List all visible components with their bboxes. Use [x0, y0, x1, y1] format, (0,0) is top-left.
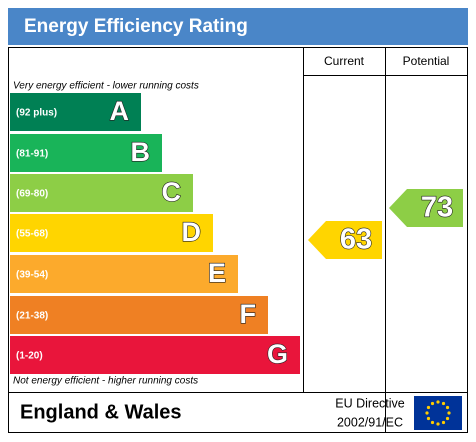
rating-score: 73	[421, 192, 453, 224]
rating-arrow	[308, 221, 382, 259]
band-range: (1-20)	[16, 351, 43, 362]
band-letter: E	[208, 258, 226, 288]
flag-star	[425, 411, 429, 415]
rating-arrow	[389, 189, 463, 227]
band-range: (81-91)	[16, 149, 48, 160]
flag-star	[441, 420, 446, 425]
region: England & Wales	[20, 401, 182, 423]
directive: EU Directive	[335, 396, 405, 410]
band-letter: A	[110, 96, 130, 126]
directive: 2002/91/EC	[337, 415, 403, 429]
band-range: (39-54)	[16, 270, 48, 281]
band-letter: D	[182, 217, 202, 247]
column-header: Potential	[403, 54, 450, 68]
flag-star	[430, 420, 435, 425]
band	[10, 174, 193, 212]
flag-star	[426, 416, 431, 421]
band-range: (69-80)	[16, 189, 48, 200]
band-range: (21-38)	[16, 311, 48, 322]
band	[10, 336, 300, 374]
band	[10, 255, 238, 293]
column-header: Current	[324, 54, 365, 68]
flag-star	[445, 416, 450, 421]
band-letter: B	[131, 137, 151, 167]
flag-star	[436, 400, 440, 404]
flag-star	[445, 405, 450, 410]
flag-star	[447, 411, 451, 415]
band	[10, 134, 162, 172]
eu-flag	[414, 396, 462, 430]
band-letter: G	[267, 339, 288, 369]
band	[10, 296, 268, 334]
flag-star	[426, 405, 431, 410]
flag-star	[430, 401, 435, 406]
band-letter: C	[162, 177, 182, 207]
bottom-note: Not energy efficient - higher running co…	[13, 376, 198, 387]
band-range: (92 plus)	[16, 108, 57, 119]
band-letter: F	[240, 299, 257, 329]
top-note: Very energy efficient - lower running co…	[13, 81, 199, 92]
flag-star	[436, 422, 440, 426]
frame	[8, 47, 468, 433]
band	[10, 93, 141, 131]
band-range: (55-68)	[16, 229, 48, 240]
band	[10, 214, 213, 252]
flag-star	[441, 401, 446, 406]
header-bar	[8, 8, 468, 45]
title: Energy Efficiency Rating	[24, 16, 248, 37]
rating-score: 63	[340, 224, 372, 256]
